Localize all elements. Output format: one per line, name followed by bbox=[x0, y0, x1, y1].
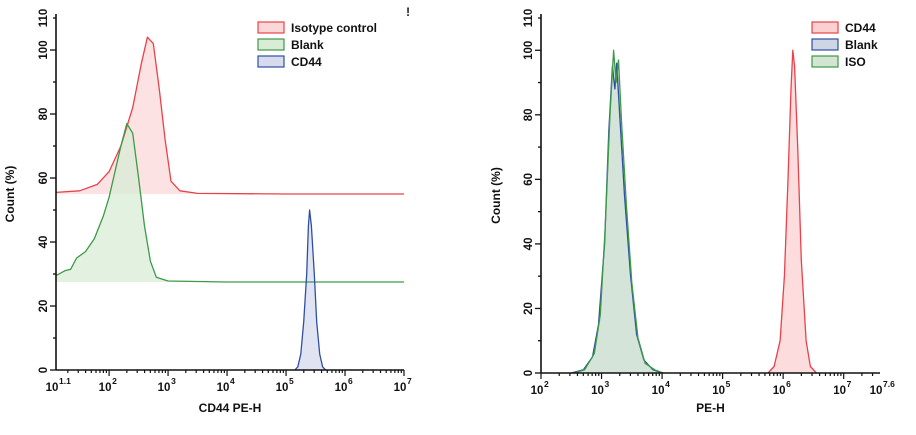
x-tick-base: 10 bbox=[712, 385, 725, 397]
y-tick-label: 60 bbox=[523, 173, 535, 186]
x-tick-base: 10 bbox=[335, 382, 348, 394]
x-tick-label: 107 bbox=[394, 376, 412, 394]
x-axis-title: CD44 PE-H bbox=[199, 401, 262, 415]
y-tick-label: 110 bbox=[523, 9, 535, 28]
x-tick-exponent: 5 bbox=[289, 376, 294, 386]
x-tick-base: 10 bbox=[870, 385, 883, 397]
x-tick-base: 10 bbox=[591, 385, 604, 397]
x-tick-base: 10 bbox=[158, 382, 171, 394]
x-tick-exponent: 7 bbox=[847, 379, 852, 389]
y-tick-label: 100 bbox=[38, 40, 50, 59]
x-tick-base: 10 bbox=[394, 382, 407, 394]
x-tick-exponent: 2 bbox=[112, 376, 117, 386]
legend-swatch bbox=[257, 38, 285, 51]
x-axis-title: PE-H bbox=[696, 401, 725, 415]
y-tick-label: 80 bbox=[523, 108, 535, 121]
y-tick-label: 20 bbox=[38, 300, 50, 313]
legend-swatch bbox=[257, 21, 285, 34]
series-area-cd44 bbox=[768, 50, 817, 374]
x-tick-label: 106 bbox=[773, 379, 791, 397]
x-tick-label: 103 bbox=[158, 376, 176, 394]
x-tick-label: 104 bbox=[217, 376, 235, 394]
x-tick-base: 10 bbox=[46, 382, 59, 394]
series-area-blank bbox=[56, 123, 404, 282]
x-tick-exponent: 6 bbox=[348, 376, 353, 386]
x-tick-base: 10 bbox=[773, 385, 786, 397]
y-tick-label: 60 bbox=[38, 172, 50, 185]
y-axis-title: Count (%) bbox=[489, 167, 503, 224]
x-tick-base: 10 bbox=[217, 382, 230, 394]
legend-swatch bbox=[811, 21, 839, 34]
series-line-cd44 bbox=[294, 209, 327, 371]
legend-label: ISO bbox=[845, 55, 866, 69]
legend: Isotype control Blank CD44 bbox=[257, 21, 377, 69]
series-line-cd44 bbox=[767, 49, 817, 374]
legend-label: Blank bbox=[845, 38, 878, 52]
y-tick-label: 110 bbox=[38, 9, 50, 28]
x-tick-exponent: 2 bbox=[544, 379, 549, 389]
x-tick-exponent: 4 bbox=[230, 376, 235, 386]
y-tick-label: 40 bbox=[38, 236, 50, 249]
x-tick-base: 10 bbox=[652, 385, 665, 397]
x-tick-exponent: 6 bbox=[786, 379, 791, 389]
legend-label: Isotype control bbox=[291, 21, 377, 35]
y-tick-label: 0 bbox=[38, 367, 50, 373]
x-tick-label: 104 bbox=[652, 379, 670, 397]
x-tick-base: 10 bbox=[99, 382, 112, 394]
x-tick-exponent: 7 bbox=[407, 376, 412, 386]
series-area-isotype-control bbox=[56, 37, 404, 195]
series-line-blank bbox=[55, 122, 404, 283]
chart-panel-1: 020406080100110101.1102103104105106107CD… bbox=[3, 7, 412, 415]
x-tick-label: 106 bbox=[335, 376, 353, 394]
y-tick-label: 20 bbox=[523, 302, 535, 315]
annotation-mark: ! bbox=[406, 7, 410, 19]
y-tick-label: 80 bbox=[38, 108, 50, 121]
legend-swatch bbox=[811, 38, 839, 51]
series-line-isotype-control bbox=[55, 36, 404, 195]
x-tick-label: 101.1 bbox=[46, 376, 71, 394]
x-tick-exponent: 1.1 bbox=[59, 376, 71, 386]
legend-swatch bbox=[811, 55, 839, 68]
x-tick-label: 105 bbox=[276, 376, 294, 394]
x-tick-base: 10 bbox=[833, 385, 846, 397]
x-tick-label: 105 bbox=[712, 379, 730, 397]
legend-label: Blank bbox=[291, 38, 324, 52]
x-tick-base: 10 bbox=[276, 382, 289, 394]
x-tick-label: 107.6 bbox=[870, 379, 895, 397]
legend-swatch bbox=[257, 55, 285, 68]
x-tick-label: 107 bbox=[833, 379, 851, 397]
y-tick-label: 100 bbox=[523, 41, 535, 60]
legend-label: CD44 bbox=[845, 21, 876, 35]
x-tick-exponent: 7.6 bbox=[883, 379, 895, 389]
series-area-cd44 bbox=[294, 210, 326, 370]
legend: CD44 Blank ISO bbox=[811, 21, 878, 69]
legend-label: CD44 bbox=[291, 55, 322, 69]
chart-panel-2: 020406080100110102103104105106107107.6PE… bbox=[489, 9, 895, 415]
y-tick-label: 0 bbox=[523, 370, 535, 376]
x-tick-exponent: 3 bbox=[605, 379, 610, 389]
y-tick-label: 40 bbox=[523, 238, 535, 251]
x-tick-label: 102 bbox=[99, 376, 117, 394]
x-tick-exponent: 5 bbox=[726, 379, 731, 389]
x-tick-exponent: 4 bbox=[665, 379, 670, 389]
x-tick-label: 103 bbox=[591, 379, 609, 397]
series-area-iso bbox=[574, 50, 664, 374]
x-tick-base: 10 bbox=[531, 385, 544, 397]
series-line-iso bbox=[574, 49, 664, 374]
x-tick-label: 102 bbox=[531, 379, 549, 397]
x-tick-exponent: 3 bbox=[171, 376, 176, 386]
y-axis-title: Count (%) bbox=[3, 166, 17, 223]
